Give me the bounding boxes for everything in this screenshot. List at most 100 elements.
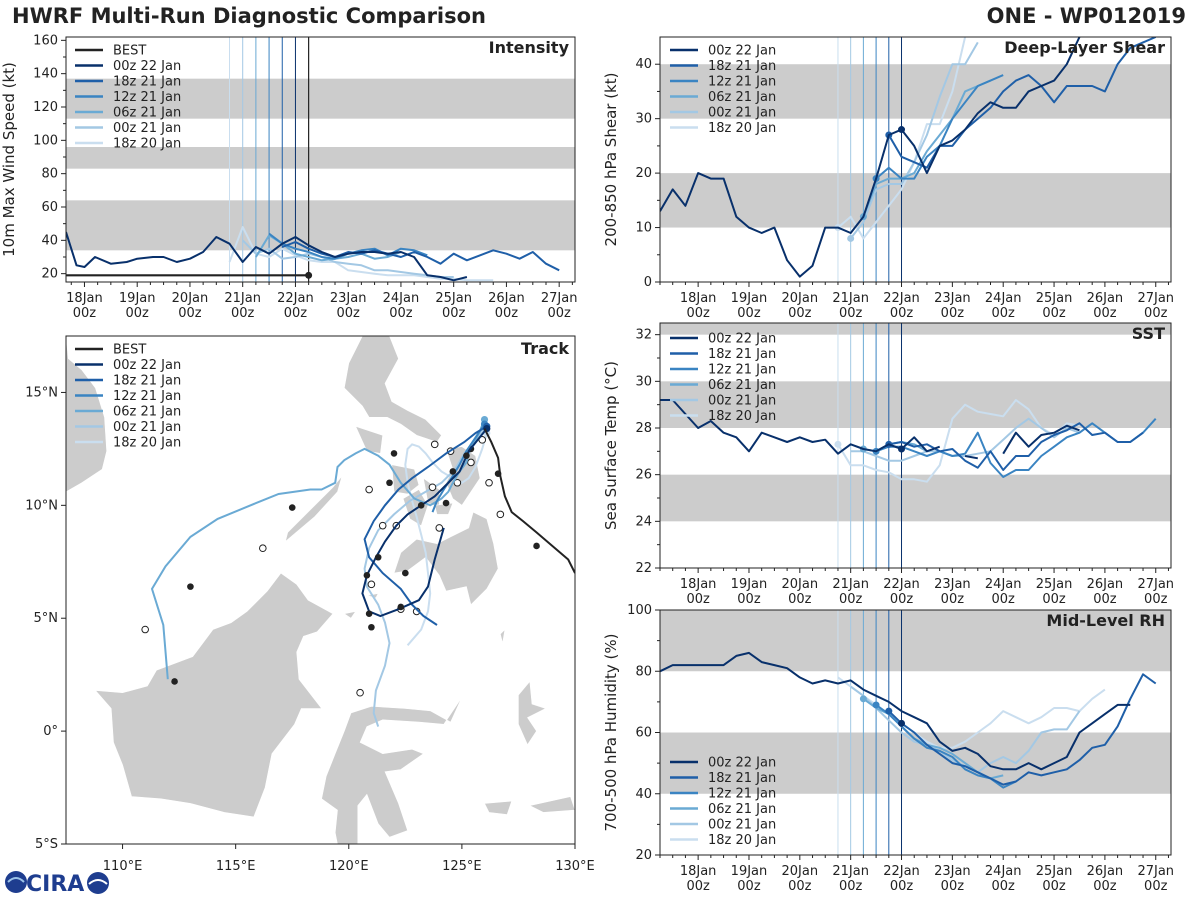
y-tick-label: 20 [635,166,652,181]
series-marker [834,440,842,448]
x-tick-label: 00z [839,306,863,321]
lat-tick-label: 5°S [35,837,58,852]
legend-entry: 18z 21 Jan [708,347,776,362]
land-polygon [66,336,108,493]
x-tick-label: 27Jan [1137,291,1174,306]
x-tick-label: 00z [788,306,812,321]
lat-tick-label: 0° [43,724,58,739]
land-polygon [321,697,463,844]
plot-area [660,37,1171,282]
x-tick-label: 00z [941,592,965,607]
track-marker-open [435,524,444,532]
x-tick-label: 00z [737,306,761,321]
legend-entry: 18z 20 Jan [113,137,181,152]
y-tick-label: 40 [635,787,652,802]
track-marker-filled [442,499,450,507]
legend-entry: 18z 20 Jan [708,409,776,424]
legend-entry: BEST [113,44,146,59]
x-tick-label: 00z [839,592,863,607]
storm-label: ONE - WP012019 [986,4,1186,28]
x-tick-label: 19Jan [119,291,156,306]
panel-title: Intensity [489,38,570,57]
x-tick-label: 18Jan [66,291,103,306]
shaded-band [660,323,1171,335]
y-tick-label: 10 [635,221,652,236]
land-polygon [391,464,420,495]
track-marker-open [259,544,267,553]
x-tick-label: 00z [284,306,308,321]
x-tick-label: 24Jan [985,864,1022,879]
track-marker-filled [386,479,393,487]
x-tick-label: 00z [73,306,97,321]
series-line-18z-20-Jan [837,37,967,240]
x-tick-label: 20Jan [782,291,819,306]
track-marker-filled [288,504,296,511]
legend-entry: 18z 20 Jan [113,436,181,451]
land-polygon [528,796,575,813]
x-tick-label: 00z [890,592,914,607]
x-tick-label: 18Jan [680,864,717,879]
y-axis-label: Sea Surface Temp (°C) [602,361,620,530]
land-polygon [518,680,547,746]
x-tick-label: 00z [686,592,710,607]
x-tick-label: 00z [495,306,519,321]
legend-entry: 00z 22 Jan [708,332,776,347]
panel-title: Track [521,339,569,358]
series-marker [872,701,880,709]
y-tick-label: 30 [635,374,652,389]
x-tick-label: 25Jan [1036,577,1073,592]
track-marker-filled [449,468,457,475]
globe-icon [5,871,27,893]
y-tick-label: 120 [33,100,58,115]
y-tick-label: 80 [635,664,652,679]
track-marker-filled [374,553,382,561]
panel-title: SST [1132,324,1165,343]
x-tick-label: 27Jan [1137,864,1174,879]
best-marker-open [496,510,505,519]
y-axis-label: 700-500 hPa Humidity (%) [602,633,620,831]
land-polygon [484,800,513,815]
x-tick-label: 19Jan [731,577,768,592]
x-tick-label: 00z [788,879,812,894]
y-tick-label: 22 [635,561,652,576]
track-marker-open [365,485,373,494]
x-tick-label: 00z [442,306,466,321]
legend-entry: 18z 20 Jan [708,121,776,136]
series-marker [885,707,893,715]
y-axis-label: 200-850 hPa Shear (kt) [602,73,620,247]
y-tick-label: 60 [635,726,652,741]
legend-entry: 18z 20 Jan [708,833,776,848]
x-tick-label: 00z [941,879,965,894]
x-tick-label: 00z [686,306,710,321]
x-tick-label: 00z [737,879,761,894]
series-line-00z-22-Jan [660,651,1131,771]
series-marker [847,234,855,242]
track-marker-open [430,440,439,449]
y-tick-label: 28 [635,421,652,436]
panel-rh: 2040608010018Jan00z19Jan00z20Jan00z21Jan… [602,603,1174,894]
legend-entry: 00z 21 Jan [113,121,181,136]
legend-entry: 18z 21 Jan [708,771,776,786]
series-line-00z-21-Jan [241,239,454,278]
x-tick-label: 00z [788,592,812,607]
track-marker-filled [402,569,409,577]
x-tick-label: 21Jan [224,291,261,306]
y-tick-label: 40 [41,233,58,248]
shaded-band [66,200,575,251]
series-marker [898,445,906,453]
legend-entry: 00z 21 Jan [708,106,776,121]
x-tick-label: 18Jan [680,577,717,592]
legend-entry: 18z 21 Jan [113,374,181,389]
shaded-band [66,147,575,169]
shaded-band [660,610,1171,672]
legend-entry: 06z 21 Jan [708,802,776,817]
legend-entry: 00z 21 Jan [708,818,776,833]
legend-entry: BEST [113,343,146,358]
x-tick-label: 00z [686,879,710,894]
y-tick-label: 0 [644,275,652,290]
track-marker-open [378,521,387,530]
x-tick-label: 25Jan [1036,291,1073,306]
